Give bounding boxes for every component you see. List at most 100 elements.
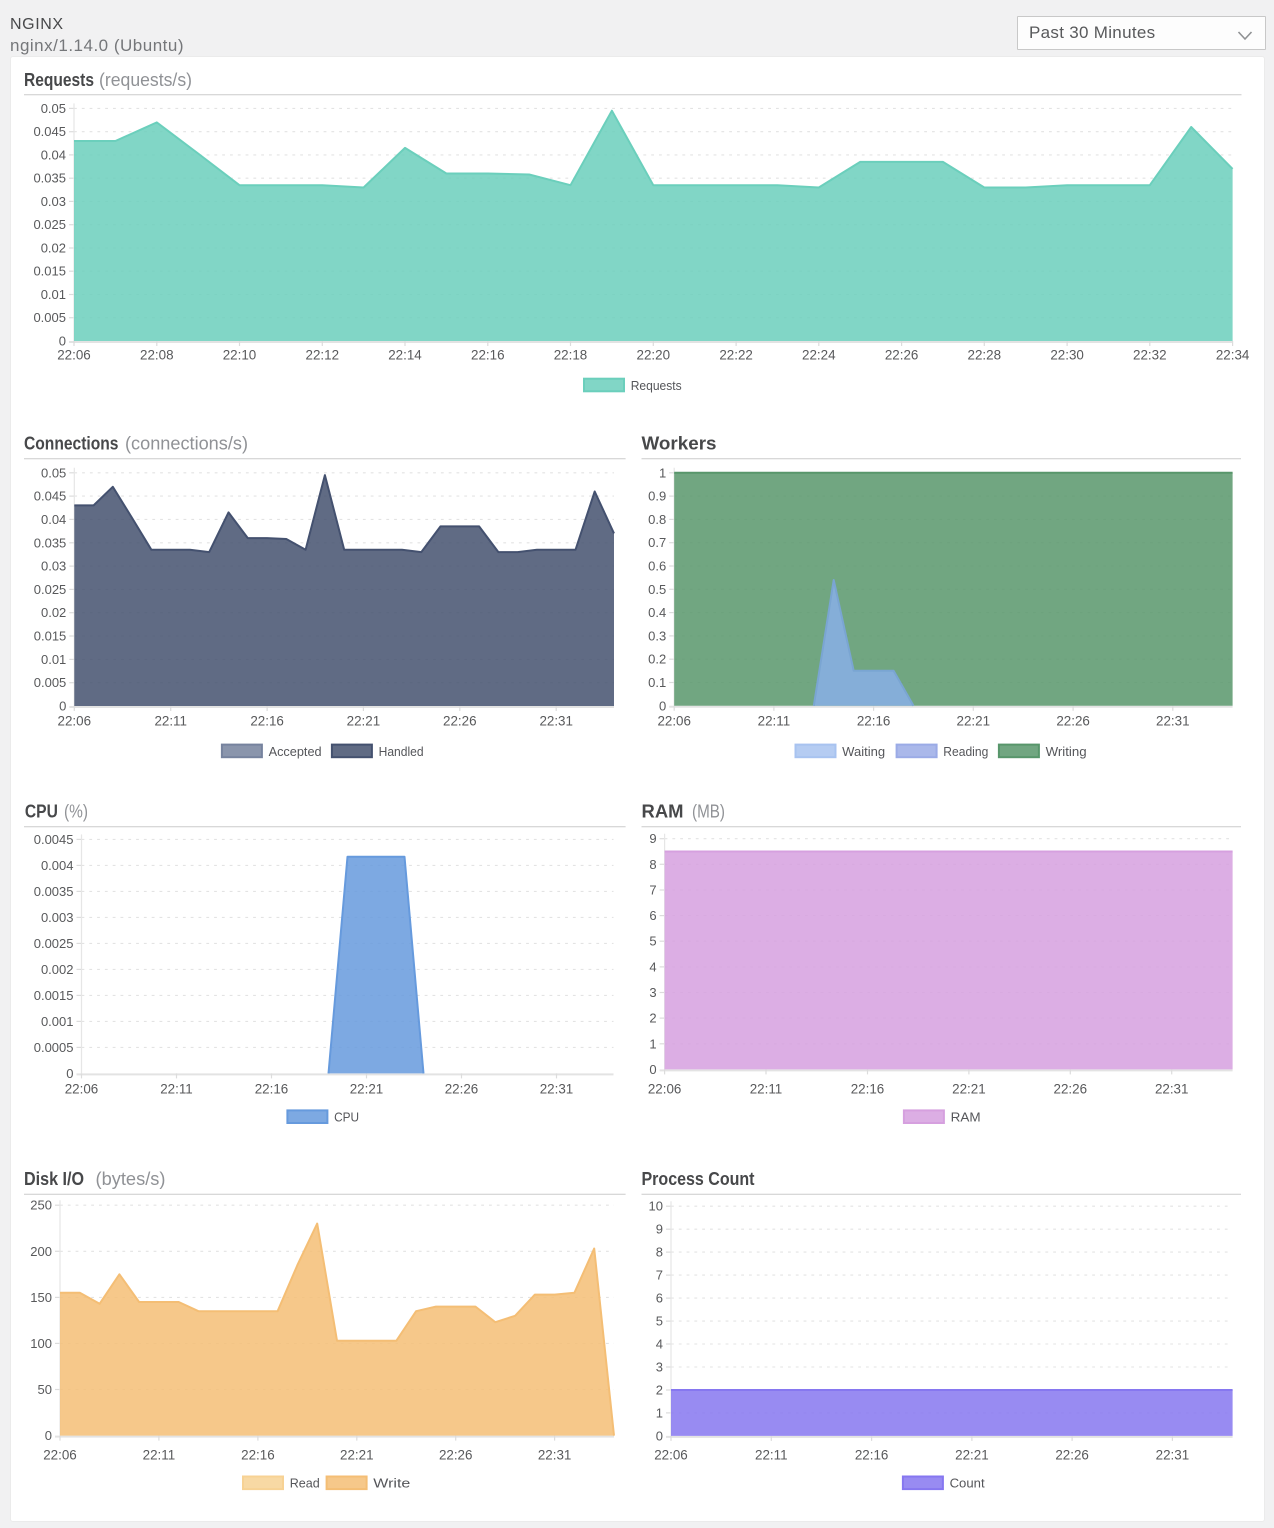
svg-text:0.01: 0.01 (41, 287, 66, 302)
svg-text:22:34: 22:34 (1216, 348, 1250, 363)
svg-text:0.03: 0.03 (41, 559, 66, 574)
svg-text:0.5: 0.5 (648, 582, 666, 597)
svg-text:0.2: 0.2 (648, 652, 666, 667)
svg-text:100: 100 (30, 1336, 52, 1351)
svg-text:0: 0 (45, 1428, 52, 1443)
svg-text:CPU: CPU (25, 802, 58, 822)
svg-text:RAM: RAM (642, 802, 684, 822)
svg-text:22:26: 22:26 (443, 714, 477, 729)
svg-text:0.015: 0.015 (33, 264, 66, 279)
svg-text:0: 0 (59, 699, 66, 714)
svg-text:0.3: 0.3 (648, 628, 666, 643)
svg-text:Writing: Writing (1046, 744, 1087, 759)
svg-text:150: 150 (30, 1290, 52, 1305)
svg-text:22:06: 22:06 (65, 1082, 99, 1097)
svg-text:0.001: 0.001 (41, 1014, 74, 1029)
svg-text:Disk I/O: Disk I/O (24, 1169, 84, 1189)
svg-text:Workers: Workers (642, 434, 717, 454)
svg-text:22:10: 22:10 (223, 348, 257, 363)
svg-text:Count: Count (950, 1476, 985, 1491)
svg-text:22:31: 22:31 (1156, 714, 1190, 729)
svg-text:22:21: 22:21 (340, 1448, 374, 1463)
svg-text:0.005: 0.005 (34, 675, 67, 690)
svg-text:2: 2 (656, 1383, 663, 1398)
svg-text:8: 8 (656, 1245, 663, 1260)
svg-text:22:30: 22:30 (1050, 348, 1084, 363)
svg-text:0.9: 0.9 (648, 489, 666, 504)
svg-text:(bytes/s): (bytes/s) (96, 1169, 166, 1189)
svg-text:0.035: 0.035 (33, 171, 66, 186)
svg-text:0.004: 0.004 (41, 858, 74, 873)
svg-text:22:06: 22:06 (654, 1448, 688, 1463)
svg-text:6: 6 (656, 1291, 663, 1306)
svg-text:(%): (%) (64, 802, 88, 822)
svg-text:0.1: 0.1 (648, 675, 666, 690)
svg-text:22:11: 22:11 (160, 1082, 193, 1097)
svg-text:9: 9 (649, 831, 656, 846)
svg-text:0: 0 (649, 1062, 656, 1077)
svg-text:0.025: 0.025 (34, 582, 67, 597)
svg-text:22:21: 22:21 (350, 1082, 384, 1097)
svg-text:22:18: 22:18 (554, 348, 588, 363)
svg-text:0.0015: 0.0015 (34, 988, 74, 1003)
svg-text:7: 7 (656, 1268, 663, 1283)
svg-text:22:06: 22:06 (58, 714, 92, 729)
svg-text:22:26: 22:26 (1054, 1082, 1088, 1097)
svg-text:3: 3 (649, 985, 656, 1000)
svg-text:22:11: 22:11 (758, 714, 791, 729)
svg-text:Process Count: Process Count (642, 1169, 755, 1189)
svg-text:22:28: 22:28 (968, 348, 1002, 363)
svg-text:22:16: 22:16 (851, 1082, 885, 1097)
svg-text:22:06: 22:06 (57, 348, 91, 363)
svg-text:22:16: 22:16 (855, 1448, 889, 1463)
svg-text:22:11: 22:11 (143, 1448, 176, 1463)
svg-text:22:12: 22:12 (306, 348, 340, 363)
svg-text:3: 3 (656, 1360, 663, 1375)
svg-text:22:16: 22:16 (250, 714, 284, 729)
svg-text:0.045: 0.045 (33, 124, 66, 139)
svg-text:0: 0 (656, 1428, 663, 1443)
svg-text:5: 5 (656, 1314, 663, 1329)
svg-text:0.7: 0.7 (648, 535, 666, 550)
svg-text:22:11: 22:11 (750, 1082, 783, 1097)
svg-text:Read: Read (290, 1476, 320, 1491)
svg-text:Handled: Handled (379, 744, 424, 759)
svg-text:Requests: Requests (24, 70, 94, 90)
svg-text:0.0025: 0.0025 (34, 936, 74, 951)
svg-text:22:31: 22:31 (539, 714, 573, 729)
svg-text:0.04: 0.04 (41, 147, 66, 162)
svg-text:50: 50 (38, 1382, 52, 1397)
svg-text:0.0005: 0.0005 (34, 1040, 74, 1055)
svg-text:22:14: 22:14 (388, 348, 422, 363)
svg-text:22:16: 22:16 (255, 1082, 289, 1097)
svg-text:Connections: Connections (24, 434, 119, 454)
svg-text:250: 250 (30, 1198, 52, 1213)
svg-text:22:16: 22:16 (471, 348, 505, 363)
svg-text:10: 10 (649, 1199, 663, 1214)
svg-text:22:06: 22:06 (648, 1082, 682, 1097)
svg-text:1: 1 (649, 1036, 656, 1051)
svg-text:0.025: 0.025 (33, 217, 66, 232)
svg-text:Waiting: Waiting (842, 744, 885, 759)
svg-text:0.035: 0.035 (34, 535, 67, 550)
svg-text:8: 8 (649, 857, 656, 872)
svg-text:22:11: 22:11 (755, 1448, 788, 1463)
svg-text:0.4: 0.4 (648, 605, 666, 620)
svg-text:22:26: 22:26 (445, 1082, 479, 1097)
svg-text:Accepted: Accepted (269, 744, 322, 759)
svg-text:22:06: 22:06 (657, 714, 691, 729)
svg-text:22:31: 22:31 (1155, 1082, 1189, 1097)
svg-text:22:26: 22:26 (439, 1448, 473, 1463)
svg-text:0: 0 (59, 334, 66, 349)
svg-text:22:08: 22:08 (140, 348, 174, 363)
svg-text:22:24: 22:24 (802, 348, 836, 363)
svg-text:22:31: 22:31 (540, 1082, 574, 1097)
svg-text:0.8: 0.8 (648, 512, 666, 527)
svg-text:RAM: RAM (951, 1110, 981, 1125)
svg-text:1: 1 (656, 1405, 663, 1420)
svg-text:0.02: 0.02 (41, 241, 66, 256)
svg-text:22:06: 22:06 (43, 1448, 77, 1463)
svg-text:22:20: 22:20 (637, 348, 671, 363)
svg-text:22:21: 22:21 (955, 1448, 989, 1463)
svg-text:(requests/s): (requests/s) (99, 70, 192, 90)
